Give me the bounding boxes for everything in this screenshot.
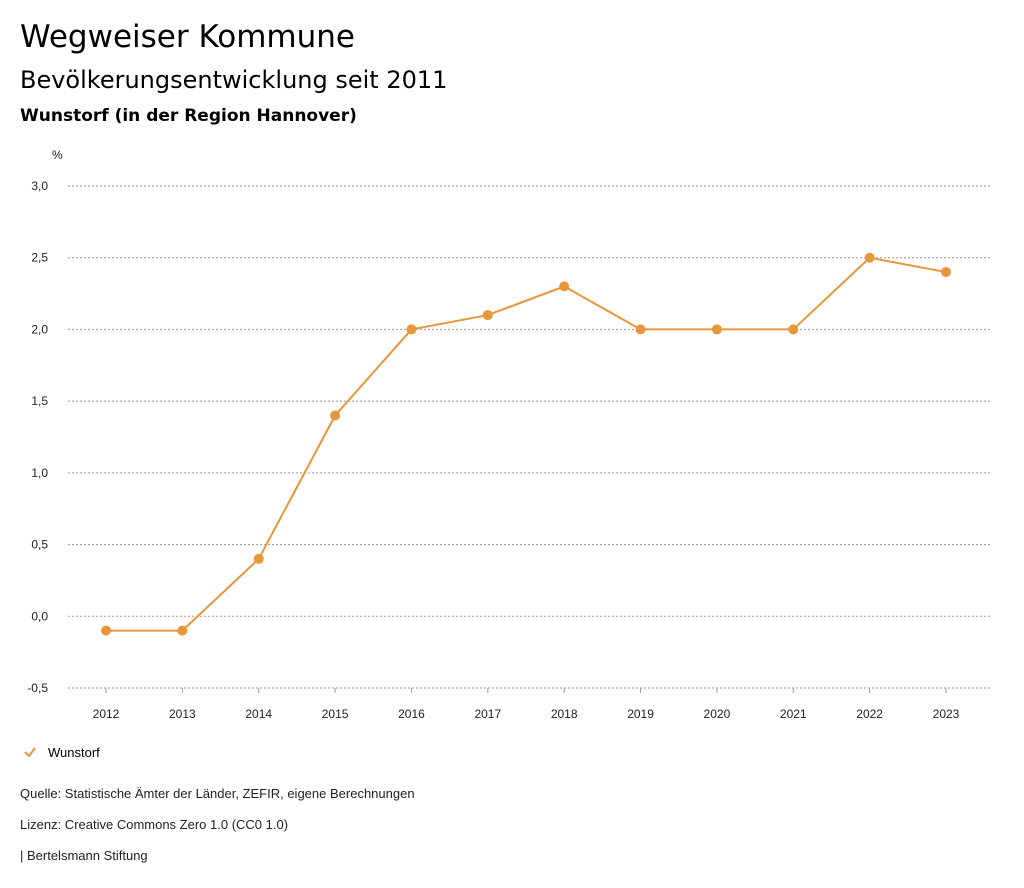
chart-subtitle: Bevölkerungsentwicklung seit 2011: [20, 66, 448, 94]
checkmark-icon: [24, 747, 36, 758]
y-tick-label: 0,5: [31, 538, 48, 552]
data-point: [864, 252, 875, 263]
y-tick-label: -0,5: [27, 681, 48, 695]
x-tick-label: 2022: [856, 707, 883, 721]
data-point: [482, 310, 493, 321]
x-tick-label: 2015: [322, 707, 349, 721]
data-point: [711, 324, 722, 335]
data-point: [177, 625, 188, 636]
y-tick-label: 2,0: [31, 322, 48, 336]
data-point: [253, 553, 264, 564]
legend-label: Wunstorf: [48, 744, 100, 760]
x-tick-label: 2018: [551, 707, 578, 721]
y-tick-label: 3,0: [31, 179, 48, 193]
y-tick-label: 1,0: [31, 466, 48, 480]
data-point: [635, 324, 646, 335]
page-title: Wegweiser Kommune: [20, 19, 355, 55]
x-tick-label: 2023: [933, 707, 960, 721]
y-tick-label: 2,5: [31, 251, 48, 265]
x-tick-label: 2013: [169, 707, 196, 721]
data-point: [406, 324, 417, 335]
data-point: [330, 410, 341, 421]
x-tick-label: 2019: [627, 707, 654, 721]
x-tick-label: 2012: [93, 707, 120, 721]
publisher-note: | Bertelsmann Stiftung: [20, 848, 148, 863]
x-tick-label: 2017: [474, 707, 501, 721]
x-tick-label: 2020: [704, 707, 731, 721]
data-point: [941, 267, 951, 278]
series-line: [106, 256, 947, 632]
license-note: Lizenz: Creative Commons Zero 1.0 (CC0 1…: [20, 817, 289, 832]
x-tick-label: 2021: [780, 707, 807, 721]
data-point: [788, 324, 799, 335]
y-tick-label: 0,0: [31, 609, 48, 623]
line-chart: % 3,0 2,5 2,0 1,5 1,0 0,5 0,0 -0,5 2012 2013 2014 20…: [27, 148, 990, 721]
y-axis-unit-label: %: [52, 148, 63, 162]
source-note: Quelle: Statistische Ämter der Länder, Z…: [20, 786, 415, 801]
data-point: [101, 625, 111, 636]
x-tick-label: 2014: [245, 707, 272, 721]
x-tick-label: 2016: [398, 707, 425, 721]
chart-legend[interactable]: Wunstorf: [22, 744, 100, 760]
y-tick-label: 1,5: [31, 394, 48, 408]
data-point: [559, 281, 570, 292]
region-label: Wunstorf (in der Region Hannover): [20, 106, 357, 126]
